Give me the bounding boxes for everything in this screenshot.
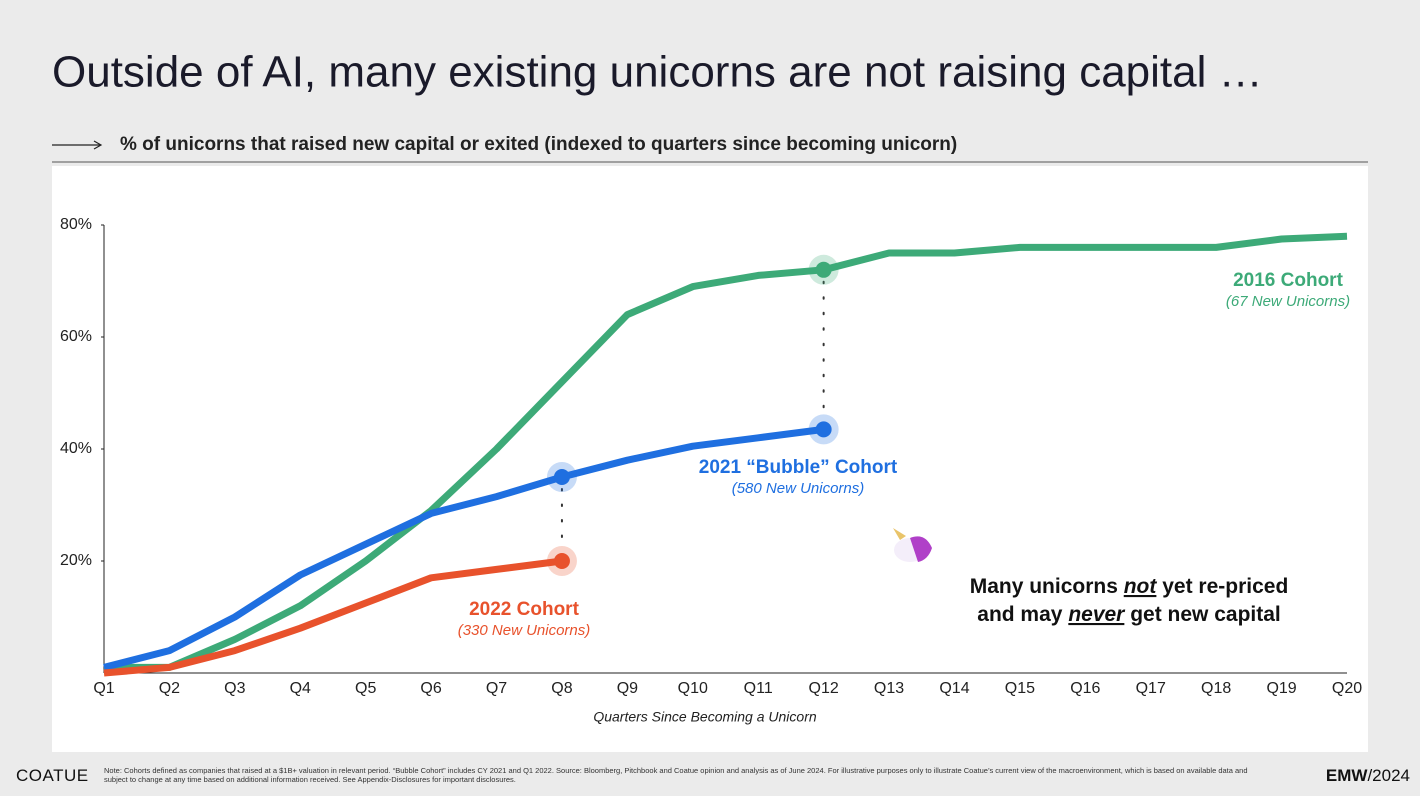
series-note: (580 New Unicorns) [732,480,865,497]
chart: Outside of AI, many existing unicorns ar… [52,48,1368,752]
subtitle: % of unicorns that raised new capital or… [120,134,957,155]
highlight-point [553,469,570,485]
title: Outside of AI, many existing unicorns ar… [52,48,1263,97]
x-tick-label: Q15 [1005,680,1035,697]
annotation-part: not [1124,575,1158,598]
annotation: and may never get new capital [977,603,1280,626]
x-tick-label: Q2 [159,680,180,697]
x-tick-label: Q9 [617,680,638,697]
annotation-part: never [1068,603,1126,626]
y-tick-label: 40% [60,440,92,457]
event-name: EMW [1325,766,1368,785]
x-tick-label: Q12 [809,680,839,697]
event-year: /2024 [1367,766,1410,785]
x-tick-label: Q16 [1070,680,1100,697]
annotation-part: Many unicorns [970,575,1124,598]
x-tick-label: Q5 [355,680,376,697]
x-tick-label: Q4 [290,680,311,697]
series-label: 2021 “Bubble” Cohort [699,457,898,478]
x-tick-label: Q7 [486,680,507,697]
annotation: Many unicorns not yet re-priced [970,575,1289,598]
series-line [104,232,1348,671]
x-tick-label: Q20 [1332,680,1362,697]
series-line [103,425,825,671]
series-note: (67 New Unicorns) [1226,293,1350,310]
brand: COATUE [16,766,89,785]
y-tick-label: 60% [60,328,92,345]
x-tick-label: Q3 [224,680,245,697]
unicorn-icon [893,528,932,562]
y-tick-label: 80% [60,216,92,233]
annotation-part: yet re-priced [1156,575,1288,598]
series-label: 2016 Cohort [1233,270,1343,291]
series-line [103,557,563,677]
highlight-point [553,553,570,569]
highlight-point [815,261,832,278]
annotation-part: and may [977,603,1068,626]
x-tick-label: Q11 [744,680,773,697]
series-label: 2022 Cohort [469,599,579,620]
annotation-part: get new capital [1124,603,1280,626]
x-tick-label: Q18 [1201,680,1231,697]
x-tick-label: Q13 [874,680,904,697]
panel [52,166,1368,752]
x-tick-label: Q17 [1136,680,1166,697]
x-tick-label: Q1 [93,680,114,697]
x-axis-label: Quarters Since Becoming a Unicorn [593,709,817,725]
x-tick-label: Q8 [551,680,572,697]
y-tick-label: 20% [60,552,92,569]
arrow-head [93,140,103,150]
x-tick-label: Q14 [939,680,969,697]
x-tick-label: Q19 [1266,680,1296,697]
series-note: (330 New Unicorns) [458,622,591,639]
footnote: Note: Cohorts defined as companies that … [104,766,1248,784]
highlight-point [815,421,832,438]
event: EMW/2024 [1326,766,1410,786]
x-tick-label: Q10 [678,680,708,697]
x-tick-label: Q6 [420,680,441,697]
